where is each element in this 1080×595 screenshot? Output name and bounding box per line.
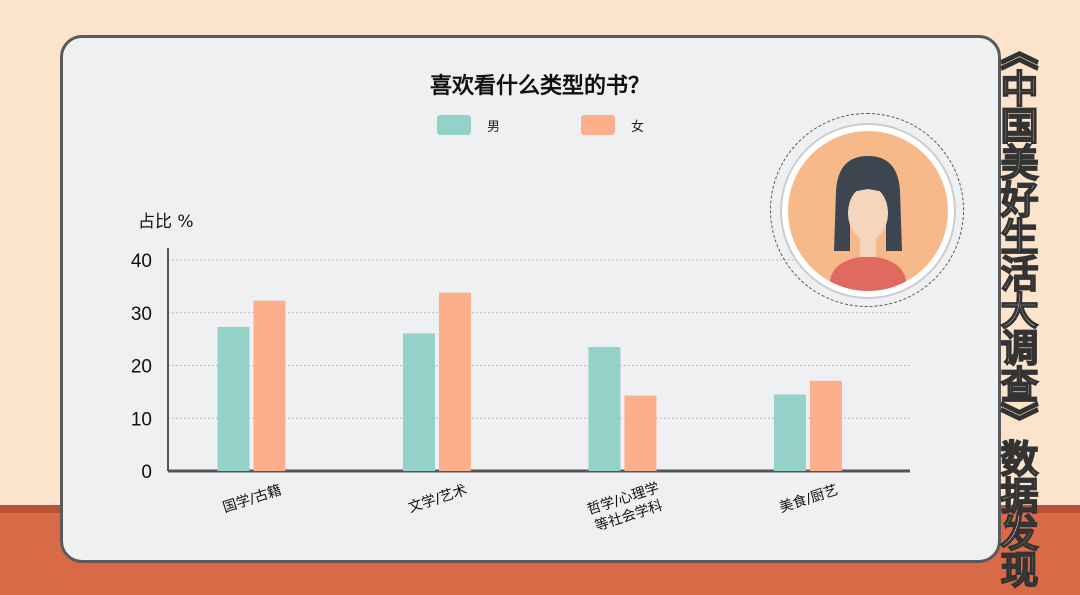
bar-male [773, 394, 806, 471]
x-tick-label: 美食/厨艺 [777, 481, 840, 516]
avatar-ring [770, 113, 964, 307]
vertical-title: 《中国美好生活大调查》数据发现 [993, 31, 1039, 588]
legend-swatch-male [437, 115, 471, 135]
bar-female [809, 380, 842, 471]
y-tick-label: 30 [131, 304, 152, 325]
bar-male [402, 333, 435, 471]
bar-male [217, 326, 250, 471]
chart-title: 喜欢看什么类型的书？ [429, 74, 650, 99]
y-tick-label: 20 [131, 357, 152, 378]
avatar-female-icon [782, 125, 954, 297]
bar-male [588, 347, 621, 471]
y-tick-label: 10 [131, 409, 152, 430]
x-tick-label: 文学/艺术 [406, 482, 469, 516]
bar-female [438, 292, 471, 471]
legend-label-male: 男 [487, 119, 501, 135]
legend-label-female: 女 [631, 119, 645, 135]
legend-male: 男 [437, 115, 500, 135]
legend-swatch-female [581, 115, 615, 135]
bar-female [624, 395, 657, 471]
bar-female [253, 300, 286, 471]
y-tick-label: 40 [131, 251, 152, 272]
x-tick-label: 哲学/心理学等社会学科 [585, 480, 667, 535]
y-tick-label: 0 [141, 462, 152, 483]
legend-female: 女 [581, 115, 644, 135]
y-axis-label: 占比 % [138, 212, 194, 232]
x-tick-label: 国学/古籍 [221, 481, 284, 516]
